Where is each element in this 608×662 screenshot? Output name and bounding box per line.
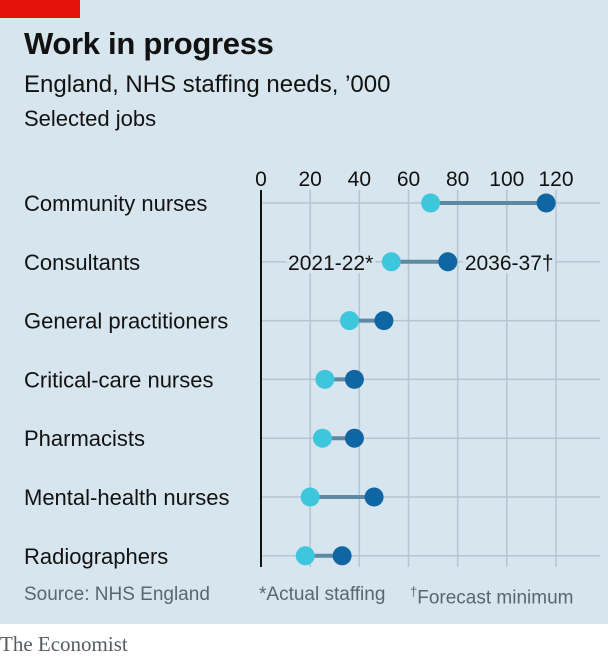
category-label: Critical-care nurses <box>24 367 214 392</box>
category-label: General practitioners <box>24 309 228 334</box>
x-tick-label: 80 <box>446 168 469 191</box>
forecast-dot <box>536 193 556 213</box>
economist-logo: The Economist <box>0 632 128 656</box>
source-note: Source: NHS England <box>24 584 210 605</box>
forecast-dot <box>438 252 458 272</box>
chart-card: Work in progress England, NHS staffing n… <box>0 0 608 624</box>
category-label: Radiographers <box>24 544 168 569</box>
actual-dot <box>315 369 335 389</box>
x-tick-label: 60 <box>397 168 420 191</box>
forecast-dot <box>332 546 352 566</box>
dot-plot: 0 20 40 60 80 100 120 Community nurses Consultan… <box>24 168 600 569</box>
forecast-dot <box>344 369 364 389</box>
forecast-dot <box>364 487 384 507</box>
category-label: Consultants <box>24 250 140 275</box>
actual-dot <box>381 252 401 272</box>
series-label-forecast: 2036-37† <box>465 252 554 275</box>
chart-subtitle: England, NHS staffing needs, ’000 <box>24 71 391 98</box>
forecast-dot <box>344 428 364 448</box>
category-label: Community nurses <box>24 191 207 216</box>
forecast-dot <box>374 311 394 331</box>
chart-title: Work in progress <box>24 26 274 61</box>
forecast-footnote-text: Forecast minimum <box>417 587 574 609</box>
actual-footnote: *Actual staffing <box>259 584 386 605</box>
x-tick-label: 100 <box>489 168 524 191</box>
x-tick-label: 20 <box>298 168 321 191</box>
actual-dot <box>295 546 315 566</box>
x-tick-label: 0 <box>255 168 267 191</box>
actual-dot <box>300 487 320 507</box>
actual-dot <box>340 311 359 331</box>
x-tick-label: 40 <box>348 168 371 191</box>
series-label-actual: 2021-22* <box>288 252 373 275</box>
category-label: Pharmacists <box>24 426 145 451</box>
dagger-mark: † <box>410 584 418 599</box>
red-brand-tag <box>0 0 80 18</box>
forecast-footnote: †Forecast minimum <box>410 584 573 609</box>
actual-dot <box>421 193 441 213</box>
x-tick-label: 120 <box>538 168 573 191</box>
category-label: Mental-health nurses <box>24 485 229 510</box>
actual-dot <box>312 428 332 448</box>
chart-subsubtitle: Selected jobs <box>24 106 157 131</box>
